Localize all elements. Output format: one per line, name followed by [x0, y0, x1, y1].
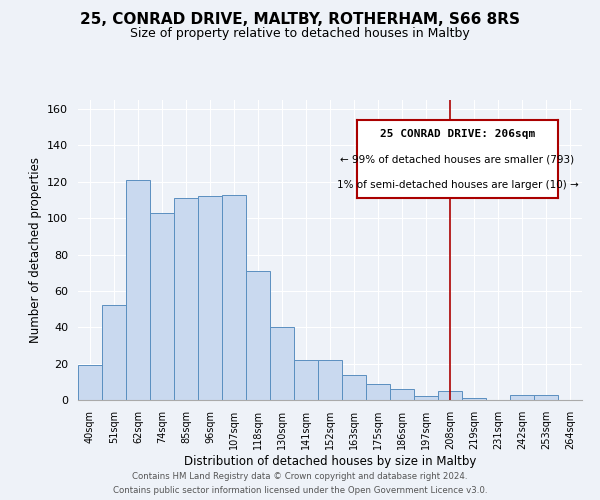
Bar [198, 196, 222, 400]
Bar [246, 271, 270, 400]
Bar [150, 212, 174, 400]
Bar [414, 396, 438, 400]
Bar [78, 366, 102, 400]
Text: Contains public sector information licensed under the Open Government Licence v3: Contains public sector information licen… [113, 486, 487, 495]
Bar [270, 328, 294, 400]
Text: ← 99% of detached houses are smaller (793): ← 99% of detached houses are smaller (79… [340, 155, 575, 165]
Y-axis label: Number of detached properties: Number of detached properties [29, 157, 41, 343]
Bar [390, 389, 414, 400]
Bar [462, 398, 486, 400]
Bar [222, 194, 246, 400]
Text: 25 CONRAD DRIVE: 206sqm: 25 CONRAD DRIVE: 206sqm [380, 130, 535, 140]
Text: 1% of semi-detached houses are larger (10) →: 1% of semi-detached houses are larger (1… [337, 180, 578, 190]
Bar [510, 394, 534, 400]
Bar [126, 180, 150, 400]
Bar [342, 374, 366, 400]
Text: Contains HM Land Registry data © Crown copyright and database right 2024.: Contains HM Land Registry data © Crown c… [132, 472, 468, 481]
Bar [534, 394, 558, 400]
Bar [102, 306, 126, 400]
Bar [294, 360, 318, 400]
X-axis label: Distribution of detached houses by size in Maltby: Distribution of detached houses by size … [184, 454, 476, 468]
Bar [438, 391, 462, 400]
Bar [174, 198, 198, 400]
Text: Size of property relative to detached houses in Maltby: Size of property relative to detached ho… [130, 28, 470, 40]
Bar [366, 384, 390, 400]
Text: 25, CONRAD DRIVE, MALTBY, ROTHERHAM, S66 8RS: 25, CONRAD DRIVE, MALTBY, ROTHERHAM, S66… [80, 12, 520, 28]
Bar [318, 360, 342, 400]
